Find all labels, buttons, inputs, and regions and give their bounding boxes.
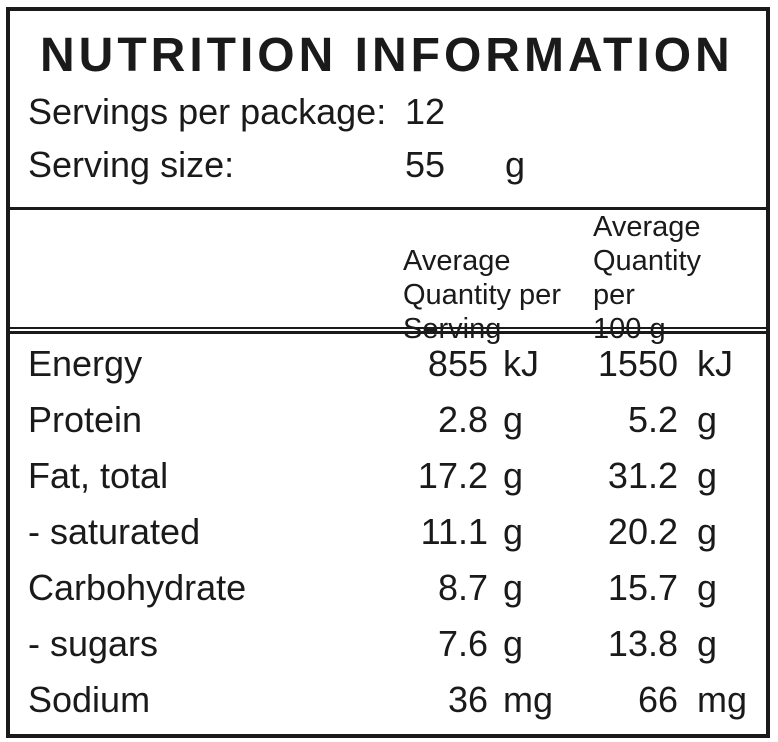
column-header-line: Average (403, 245, 511, 277)
servings-per-package-label: Servings per package: (28, 90, 387, 132)
value-per-100g: 20.2 (607, 511, 678, 552)
column-headers-section: Average Quantity per Serving Average Qua… (10, 210, 766, 345)
nutrient-name: - saturated (28, 511, 201, 552)
unit-per-100g: g (697, 455, 718, 496)
unit-per-100g: g (697, 399, 718, 440)
nutrient-name: - sugars (28, 623, 159, 664)
table-row-energy: Energy 855 kJ 1550 kJ (28, 336, 750, 392)
servings-per-package-value: 12 (405, 90, 446, 132)
table-row-sodium: Sodium 36 mg 66 mg (28, 672, 750, 728)
table-row-fat-total: Fat, total 17.2 g 31.2 g (28, 448, 750, 504)
nutrient-name: Sodium (28, 679, 151, 720)
value-per-100g: 15.7 (607, 567, 678, 608)
nutrient-name: Energy (28, 343, 143, 384)
serving-size-unit: g (505, 143, 526, 185)
value-per-100g: 5.2 (627, 399, 678, 440)
unit-per-100g: kJ (697, 343, 733, 384)
value-per-serving: 2.8 (437, 399, 488, 440)
value-per-serving: 11.1 (420, 511, 488, 552)
table-row-carbohydrate: Carbohydrate 8.7 g 15.7 g (28, 560, 750, 616)
value-per-100g: 66 (637, 679, 678, 720)
unit-per-serving: g (503, 511, 524, 552)
unit-per-100g: mg (697, 679, 748, 720)
value-per-100g: 1550 (597, 343, 678, 384)
value-per-serving: 36 (447, 679, 488, 720)
unit-per-100g: g (697, 623, 718, 664)
servings-per-package-row: Servings per package: 12 (28, 85, 750, 138)
value-per-100g: 13.8 (607, 623, 678, 664)
nutrient-name: Carbohydrate (28, 567, 247, 608)
value-per-serving: 855 (427, 343, 488, 384)
nutrition-panel: NUTRITION INFORMATION Servings per packa… (6, 7, 770, 738)
table-row-saturated: - saturated 11.1 g 20.2 g (28, 504, 750, 560)
column-header-line: Serving (403, 313, 502, 345)
unit-per-100g: g (697, 511, 718, 552)
unit-per-100g: g (697, 567, 718, 608)
panel-title: NUTRITION INFORMATION (40, 29, 734, 82)
value-per-serving: 7.6 (437, 623, 488, 664)
nutrient-name: Protein (28, 399, 143, 440)
serving-size-value: 55 (405, 143, 446, 185)
unit-per-serving: g (503, 455, 524, 496)
unit-per-serving: mg (503, 679, 554, 720)
unit-per-serving: g (503, 623, 524, 664)
table-row-protein: Protein 2.8 g 5.2 g (28, 392, 750, 448)
value-per-serving: 8.7 (437, 567, 488, 608)
serving-size-row: Serving size: 55 g (28, 138, 750, 191)
table-row-sugars: - sugars 7.6 g 13.8 g (28, 616, 750, 672)
nutrient-table: Energy 855 kJ 1550 kJ Protein 2.8 g 5.2 … (10, 331, 766, 734)
serving-size-label: Serving size: (28, 143, 235, 185)
column-header-per-serving: Average Quantity per Serving (403, 244, 593, 346)
column-header-line: Quantity per (403, 279, 561, 311)
unit-per-serving: g (503, 567, 524, 608)
unit-per-serving: g (503, 399, 524, 440)
column-header-line: 100 g (593, 313, 666, 345)
value-per-serving: 17.2 (417, 455, 488, 496)
column-header-line: Average (593, 211, 701, 243)
value-per-100g: 31.2 (607, 455, 678, 496)
unit-per-serving: kJ (503, 343, 539, 384)
intro-section: NUTRITION INFORMATION Servings per packa… (10, 11, 766, 210)
column-header-line: Quantity per (593, 245, 701, 311)
nutrient-name: Fat, total (28, 455, 169, 496)
column-header-per-100g: Average Quantity per 100 g (593, 210, 750, 346)
